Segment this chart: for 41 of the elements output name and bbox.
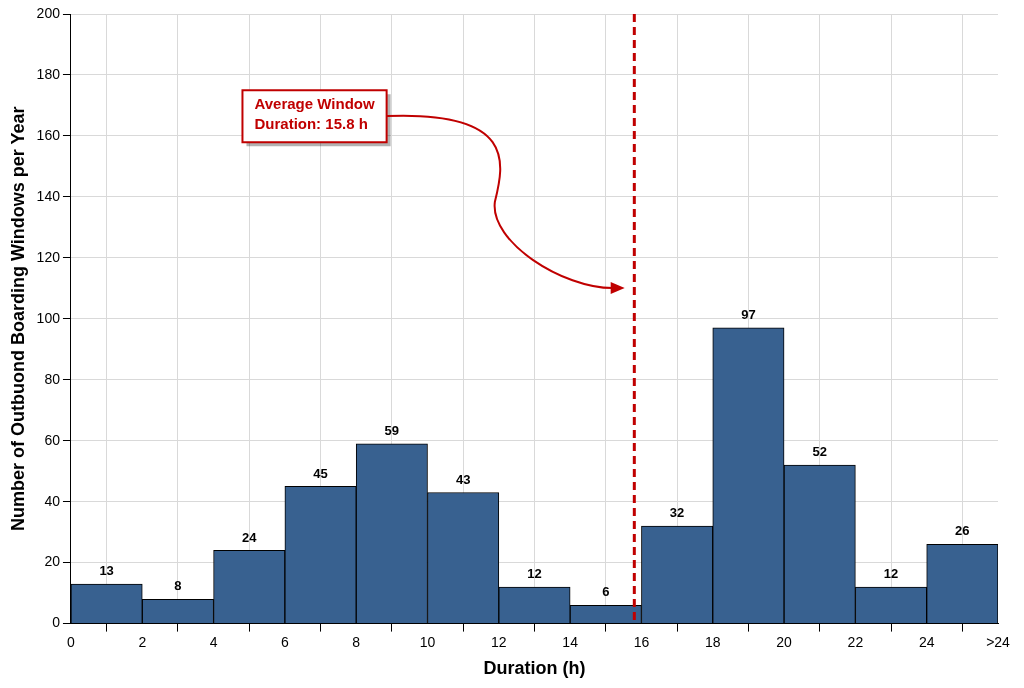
x-tick-label: 14 [562,633,579,650]
y-tick-label: 40 [44,492,61,509]
data-label: 12 [527,566,542,582]
data-label: 6 [602,584,610,600]
data-label: 45 [313,465,328,481]
ref-line-label: Average Window Duration: 15.8 h [254,94,375,132]
x-tick-label: 6 [280,633,289,650]
y-tick-label: 60 [44,431,61,448]
y-tick-label: 200 [36,4,61,21]
x-axis-title: Duration (h) [483,658,586,679]
y-tick-label: 100 [36,309,61,326]
data-label: 8 [174,578,182,594]
x-tick-label: 18 [704,633,721,650]
y-tick-label: 180 [36,65,61,82]
data-label: 13 [99,563,114,579]
data-label: 43 [455,471,471,487]
x-tick-label: 10 [419,633,436,650]
x-tick-label: 8 [352,633,361,650]
x-tick-label: 12 [491,633,507,650]
data-label: 12 [883,566,899,582]
data-label: 24 [242,529,258,545]
y-tick-label: 160 [36,126,61,143]
x-tick-label: 20 [776,633,793,650]
data-label: 59 [384,422,400,438]
x-tick-label: 22 [847,633,864,650]
x-tick-label: 16 [633,633,650,650]
x-tick-label: 4 [209,633,218,650]
y-tick-label: 20 [44,553,61,570]
data-label: 52 [812,444,827,460]
data-label: 32 [669,505,685,521]
y-tick-label: 140 [36,187,61,204]
x-tick-label: 0 [67,633,76,650]
x-tick-label: >24 [986,633,1011,650]
data-label: 97 [741,307,756,323]
y-tick-label: 80 [44,370,61,387]
x-tick-label: 24 [918,633,935,650]
data-label: 26 [955,523,970,539]
y-tick-label: 0 [52,614,61,631]
y-axis-title: Number of Outbuond Boarding Windows per Year [7,106,28,532]
y-tick-label: 120 [36,248,61,265]
x-tick-label: 2 [138,633,147,650]
